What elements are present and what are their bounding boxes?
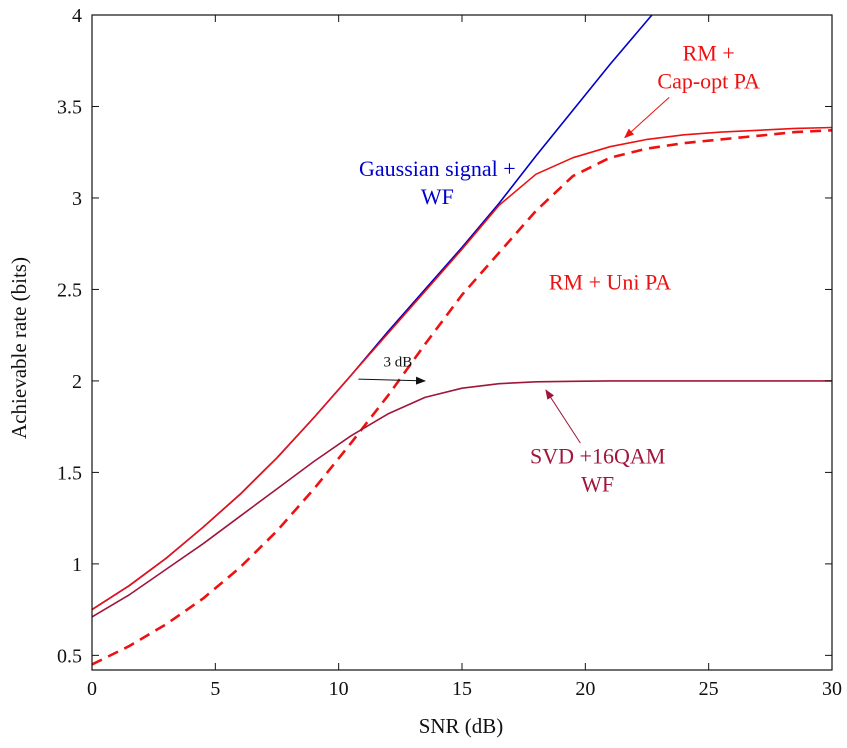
- annotation-arrow: [624, 96, 670, 139]
- y-tick-label: 0.5: [57, 645, 82, 667]
- annotations: Gaussian signal + WF RM + Cap-opt PA RM + Un…: [358, 41, 760, 496]
- annotation-label: SVD +16QAM WF: [530, 443, 665, 496]
- x-tick-label: 25: [699, 678, 719, 700]
- x-tick-label: 0: [87, 678, 97, 700]
- x-tick-label: 5: [210, 678, 220, 700]
- x-axis-label: SNR (dB): [419, 714, 504, 738]
- annotation-arrow: [545, 389, 581, 444]
- x-tick-label: 10: [329, 678, 349, 700]
- annotation-arrow: [358, 376, 426, 385]
- x-tick-label: 20: [575, 678, 595, 700]
- y-tick-label: 1: [72, 554, 82, 576]
- series-line-rm-cap-opt-pa: [92, 126, 832, 611]
- y-tick-label: 4: [72, 5, 82, 27]
- y-tick-label: 3: [72, 188, 82, 210]
- y-tick-label: 2: [72, 371, 82, 393]
- plot-lines: [92, 15, 832, 666]
- annotation-label: RM + Cap-opt PA: [657, 41, 760, 94]
- y-axis-label: Achievable rate (bits): [7, 257, 31, 439]
- annotation-label: RM + Uni PA: [549, 269, 671, 294]
- annotation-label: 3 dB: [383, 354, 412, 370]
- x-tick-label: 15: [452, 678, 472, 700]
- y-tick-label: 2.5: [57, 279, 82, 301]
- y-tick-label: 3.5: [57, 96, 82, 118]
- series-line-svd-16qam-wf: [92, 380, 832, 618]
- series-line-rm-uni-pa: [92, 129, 832, 666]
- y-tick-label: 1.5: [57, 462, 82, 484]
- x-tick-label: 30: [822, 678, 842, 700]
- annotation-label: Gaussian signal + WF: [359, 156, 516, 209]
- axis-ticks: 0 5 10 15 20 25 30 0.5 1 1.5 2 2.5 3 3.5 4: [57, 5, 842, 700]
